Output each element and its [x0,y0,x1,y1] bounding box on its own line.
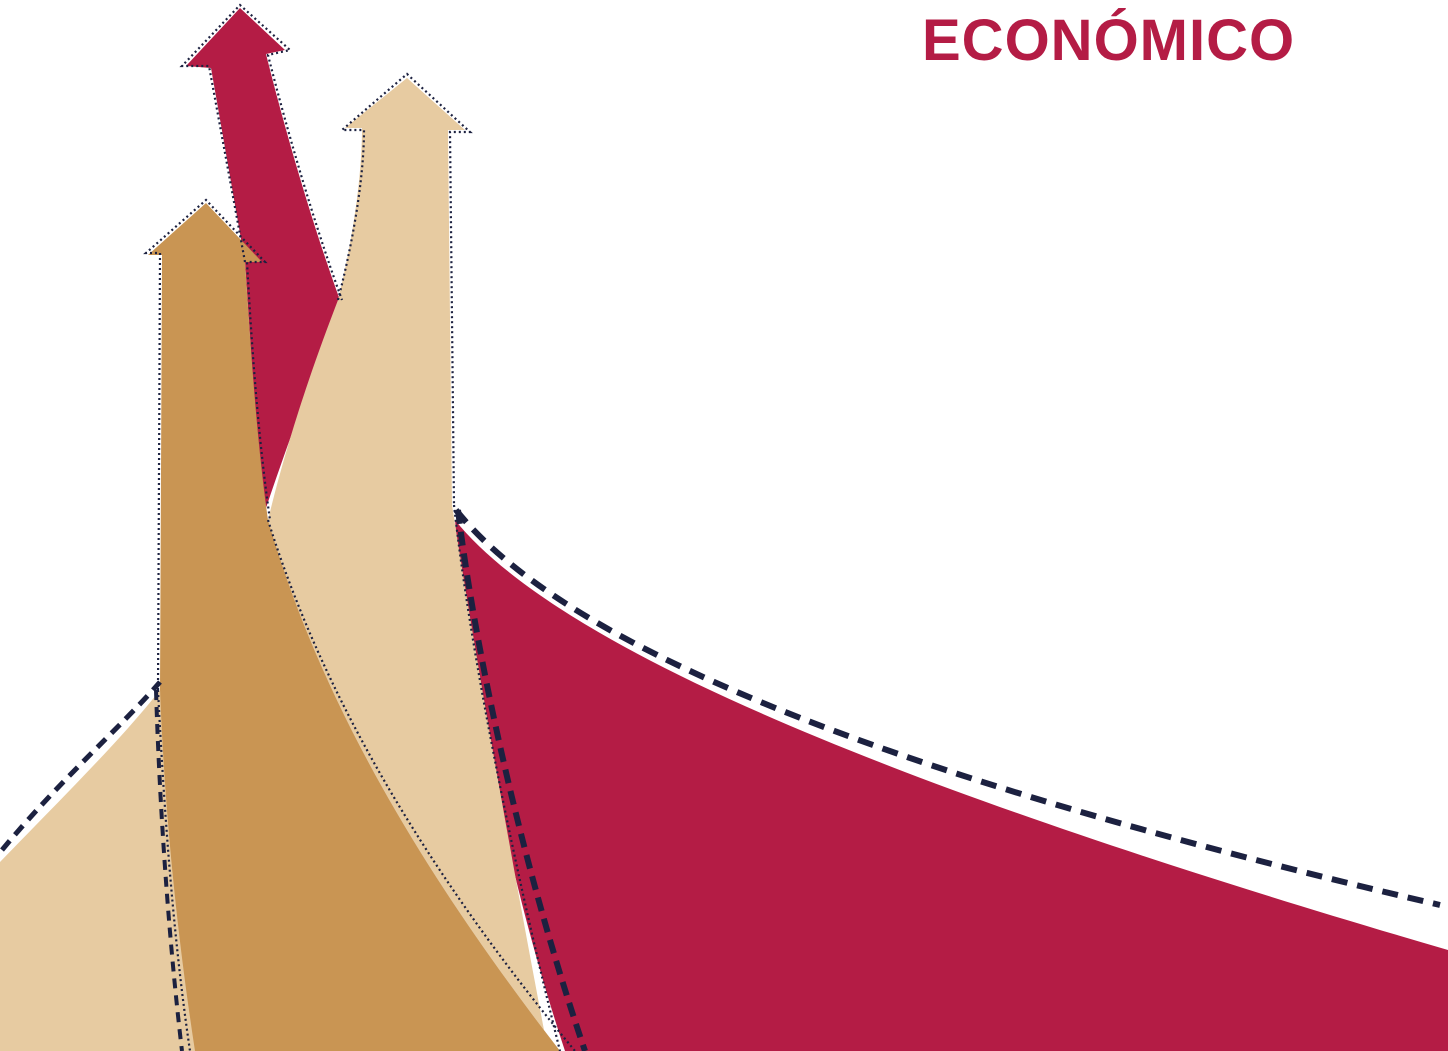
left-dotted-drop [156,689,192,1051]
crimson-arrow-base [455,520,1448,1051]
crimson-arrow-outline [179,3,344,301]
tan-arrow-outline [143,198,272,691]
beige-base-left [0,690,200,1051]
center-dashed-drop [455,509,588,1051]
beige-dotted-drop [452,504,562,1051]
left-dashed-curve [0,680,162,852]
left-thick-dashed-drop [154,689,184,1051]
crimson-arrow-shaft [186,8,340,520]
right-dashed-curve [453,508,1441,908]
page-title: ECONÓMICO [922,8,1296,73]
beige-arrow [268,78,560,1051]
tan-arrow [148,203,560,1051]
